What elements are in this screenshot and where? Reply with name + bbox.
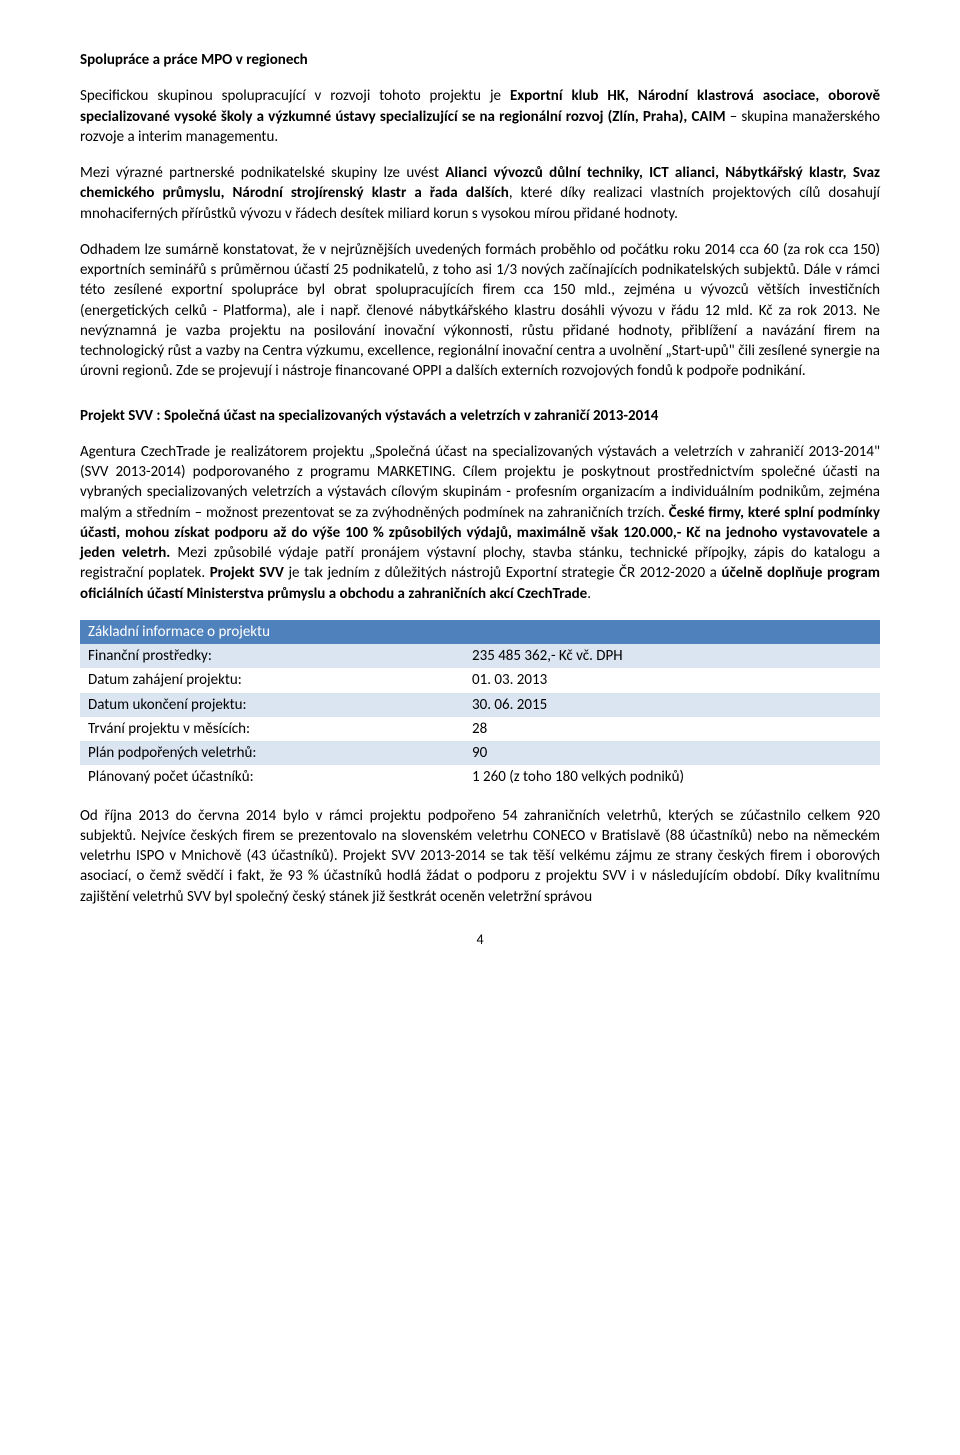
page-number: 4 [80, 931, 880, 950]
table-row: Finanční prostředky: 235 485 362,- Kč vč… [80, 644, 880, 668]
table-label: Plán podpořených veletrhů: [80, 741, 464, 765]
table-header-row: Základní informace o projektu [80, 620, 880, 644]
table-label: Trvání projektu v měsících: [80, 717, 464, 741]
table-value: 01. 03. 2013 [464, 668, 880, 692]
paragraph-intro: Specifickou skupinou spolupracující v ro… [80, 86, 880, 147]
text-span: . [587, 585, 591, 603]
paragraph-svv-desc: Agentura CzechTrade je realizátorem proj… [80, 442, 880, 604]
table-label: Finanční prostředky: [80, 644, 464, 668]
bold-span: Projekt SVV [210, 564, 284, 582]
table-value: 28 [464, 717, 880, 741]
table-label: Plánovaný počet účastníků: [80, 765, 464, 789]
table-header-cell: Základní informace o projektu [80, 620, 880, 644]
table-value: 90 [464, 741, 880, 765]
paragraph-summary: Odhadem lze sumárně konstatovat, že v ne… [80, 240, 880, 382]
section-title-cooperation: Spolupráce a práce MPO v regionech [80, 50, 880, 70]
table-label: Datum zahájení projektu: [80, 668, 464, 692]
project-info-table: Základní informace o projektu Finanční p… [80, 620, 880, 790]
paragraph-partners: Mezi výrazné partnerské podnikatelské sk… [80, 163, 880, 224]
table-label: Datum ukončení projektu: [80, 693, 464, 717]
table-row: Plán podpořených veletrhů: 90 [80, 741, 880, 765]
text-span: je tak jedním z důležitých nástrojů Expo… [284, 564, 722, 582]
table-value: 235 485 362,- Kč vč. DPH [464, 644, 880, 668]
table-row: Datum zahájení projektu: 01. 03. 2013 [80, 668, 880, 692]
text-span: Specifickou skupinou spolupracující v ro… [80, 87, 510, 105]
table-value: 1 260 (z toho 180 velkých podniků) [464, 765, 880, 789]
table-row: Datum ukončení projektu: 30. 06. 2015 [80, 693, 880, 717]
table-row: Plánovaný počet účastníků: 1 260 (z toho… [80, 765, 880, 789]
section-title-svv: Projekt SVV : Společná účast na speciali… [80, 406, 880, 426]
table-value: 30. 06. 2015 [464, 693, 880, 717]
paragraph-closing: Od října 2013 do června 2014 bylo v rámc… [80, 806, 880, 907]
text-span: Mezi výrazné partnerské podnikatelské sk… [80, 164, 445, 182]
table-row: Trvání projektu v měsících: 28 [80, 717, 880, 741]
